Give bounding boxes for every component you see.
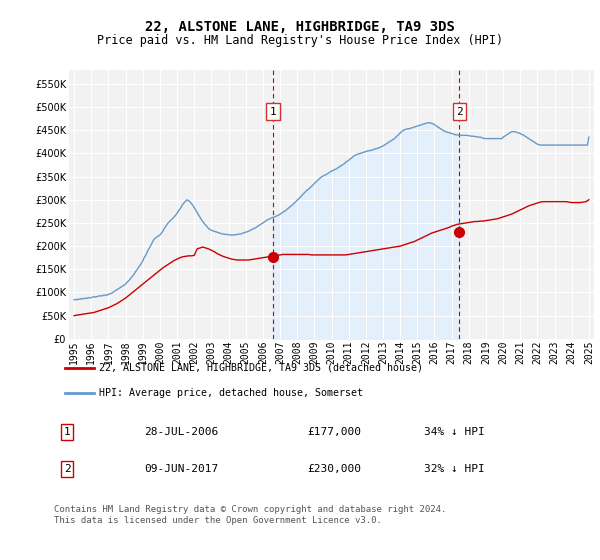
- Text: £230,000: £230,000: [307, 464, 361, 474]
- Text: Contains HM Land Registry data © Crown copyright and database right 2024.
This d: Contains HM Land Registry data © Crown c…: [54, 505, 446, 525]
- Text: HPI: Average price, detached house, Somerset: HPI: Average price, detached house, Some…: [99, 388, 363, 398]
- Text: 28-JUL-2006: 28-JUL-2006: [144, 427, 218, 437]
- Text: 09-JUN-2017: 09-JUN-2017: [144, 464, 218, 474]
- Text: 34% ↓ HPI: 34% ↓ HPI: [424, 427, 484, 437]
- Text: £177,000: £177,000: [307, 427, 361, 437]
- Text: Price paid vs. HM Land Registry's House Price Index (HPI): Price paid vs. HM Land Registry's House …: [97, 34, 503, 46]
- Text: 1: 1: [269, 107, 276, 116]
- Text: 2: 2: [456, 107, 463, 116]
- Text: 1: 1: [64, 427, 71, 437]
- Text: 22, ALSTONE LANE, HIGHBRIDGE, TA9 3DS: 22, ALSTONE LANE, HIGHBRIDGE, TA9 3DS: [145, 20, 455, 34]
- Text: 2: 2: [64, 464, 71, 474]
- Text: 32% ↓ HPI: 32% ↓ HPI: [424, 464, 484, 474]
- Text: 22, ALSTONE LANE, HIGHBRIDGE, TA9 3DS (detached house): 22, ALSTONE LANE, HIGHBRIDGE, TA9 3DS (d…: [99, 363, 423, 373]
